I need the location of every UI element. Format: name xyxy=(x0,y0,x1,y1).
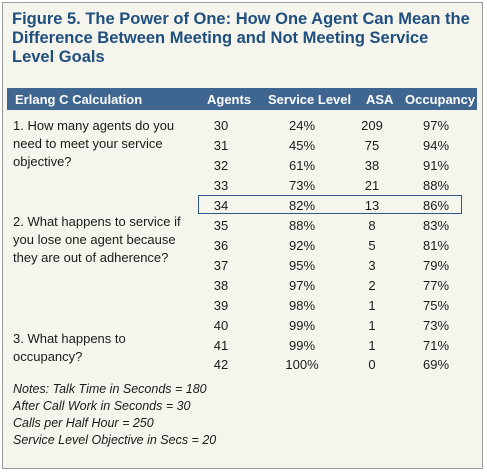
table-row: 38 97% 2 77% xyxy=(0,276,487,296)
header-asa: ASA xyxy=(366,92,394,107)
cell-service-level: 95% xyxy=(288,258,316,273)
cell-asa: 0 xyxy=(368,357,376,372)
cell-occupancy: 86% xyxy=(422,198,450,213)
cell-asa: 1 xyxy=(368,318,376,333)
cell-occupancy: 71% xyxy=(422,338,450,353)
header-erlang-calc: Erlang C Calculation xyxy=(15,92,143,107)
cell-agents: 39 xyxy=(213,298,229,313)
cell-occupancy: 94% xyxy=(422,138,450,153)
note-after-call-work: After Call Work in Seconds = 30 xyxy=(13,399,191,413)
table-row: 36 92% 5 81% xyxy=(0,236,487,256)
header-agents: Agents xyxy=(207,92,252,107)
table-row: 33 73% 21 88% xyxy=(0,176,487,196)
cell-occupancy: 91% xyxy=(422,158,450,173)
cell-agents: 36 xyxy=(213,238,229,253)
figure-title: Figure 5. The Power of One: How One Agen… xyxy=(12,10,470,66)
table-row: 32 61% 38 91% xyxy=(0,156,487,176)
cell-service-level: 24% xyxy=(288,118,316,133)
cell-asa: 1 xyxy=(368,298,376,313)
cell-occupancy: 77% xyxy=(422,278,450,293)
cell-asa: 5 xyxy=(368,238,376,253)
cell-agents: 37 xyxy=(213,258,229,273)
cell-asa: 3 xyxy=(368,258,376,273)
table-row: 31 45% 75 94% xyxy=(0,136,487,156)
cell-asa: 209 xyxy=(361,118,383,133)
question-2: 2. What happens to service if you lose o… xyxy=(13,214,181,265)
table-row: 42 100% 0 69% xyxy=(0,355,487,375)
cell-occupancy: 75% xyxy=(422,298,450,313)
cell-asa: 2 xyxy=(368,278,376,293)
cell-agents: 40 xyxy=(213,318,229,333)
cell-service-level: 88% xyxy=(288,218,316,233)
cell-service-level: 45% xyxy=(288,138,316,153)
cell-occupancy: 88% xyxy=(422,178,450,193)
cell-agents: 35 xyxy=(213,218,229,233)
cell-occupancy: 69% xyxy=(422,357,450,372)
highlight-box xyxy=(198,195,462,214)
cell-agents: 31 xyxy=(213,138,229,153)
cell-service-level: 98% xyxy=(288,298,316,313)
note-talk-time: Notes: Talk Time in Seconds = 180 xyxy=(13,382,207,396)
cell-asa: 21 xyxy=(364,178,380,193)
table-row: 35 88% 8 83% xyxy=(0,216,487,236)
table-row-highlighted: 34 82% 13 86% xyxy=(0,196,487,216)
cell-occupancy: 81% xyxy=(422,238,450,253)
header-occupancy: Occupancy xyxy=(405,92,476,107)
cell-agents: 42 xyxy=(213,357,229,372)
cell-service-level: 97% xyxy=(288,278,316,293)
table-row: 41 99% 1 71% xyxy=(0,336,487,356)
table-header: Erlang C Calculation Agents Service Leve… xyxy=(7,88,477,110)
note-calls-per-half-hour: Calls per Half Hour = 250 xyxy=(13,416,154,430)
cell-agents: 34 xyxy=(213,198,229,213)
cell-service-level: 99% xyxy=(288,338,316,353)
cell-asa: 1 xyxy=(368,338,376,353)
cell-service-level: 92% xyxy=(288,238,316,253)
cell-agents: 30 xyxy=(213,118,229,133)
table-row: 30 24% 209 97% xyxy=(0,116,487,136)
cell-asa: 75 xyxy=(364,138,380,153)
cell-service-level: 100% xyxy=(285,357,319,372)
cell-occupancy: 83% xyxy=(422,218,450,233)
table-row: 39 98% 1 75% xyxy=(0,296,487,316)
figure-panel xyxy=(2,2,483,469)
cell-agents: 38 xyxy=(213,278,229,293)
header-service-level: Service Level xyxy=(268,92,352,107)
cell-occupancy: 79% xyxy=(422,258,450,273)
cell-asa: 38 xyxy=(364,158,380,173)
cell-service-level: 82% xyxy=(288,198,316,213)
cell-occupancy: 97% xyxy=(422,118,450,133)
cell-asa: 8 xyxy=(368,218,376,233)
table-row: 40 99% 1 73% xyxy=(0,316,487,336)
note-service-level-objective: Service Level Objective in Secs = 20 xyxy=(13,433,217,447)
cell-agents: 41 xyxy=(213,338,229,353)
question-3: 3. What happens to occupancy? xyxy=(13,331,126,364)
cell-agents: 33 xyxy=(213,178,229,193)
cell-service-level: 73% xyxy=(288,178,316,193)
table-row: 37 95% 3 79% xyxy=(0,256,487,276)
cell-service-level: 61% xyxy=(288,158,316,173)
cell-asa: 13 xyxy=(364,198,380,213)
cell-agents: 32 xyxy=(213,158,229,173)
cell-occupancy: 73% xyxy=(422,318,450,333)
cell-service-level: 99% xyxy=(288,318,316,333)
question-1: 1. How many agents do you need to meet y… xyxy=(13,118,175,169)
notes: Notes: Talk Time in Seconds = 180 After … xyxy=(13,381,216,449)
